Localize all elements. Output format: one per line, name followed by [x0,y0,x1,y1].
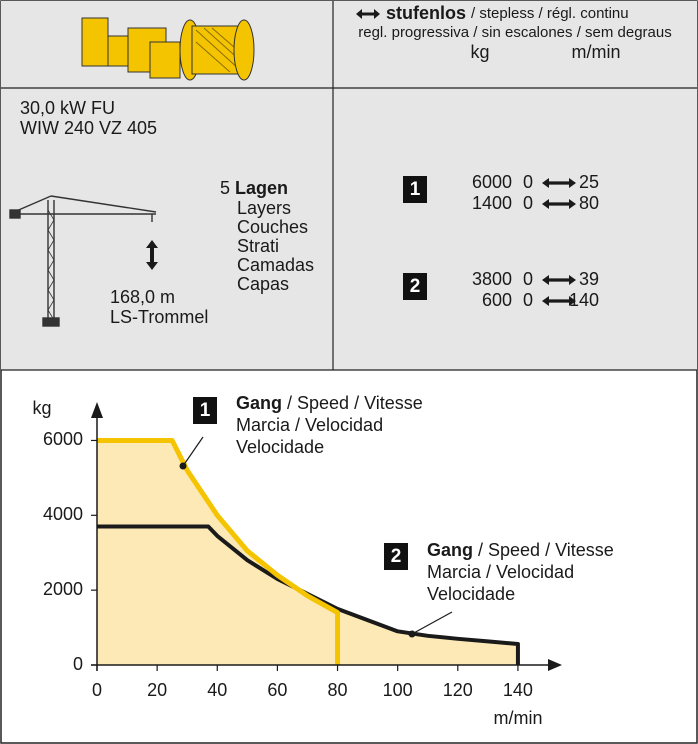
annotation-line: Marcia / Velocidad [427,562,574,582]
badge-number: 1 [410,179,421,200]
rope-length: 168,0 m [110,287,175,307]
y-tick-label: 6000 [43,429,83,449]
cell-bg [333,88,697,370]
x-tick-label: 60 [267,680,287,700]
header-subtitle: regl. progressiva / sin escalones / sem … [358,24,671,41]
unit-speed: m/min [572,42,621,62]
gear-load: 600 [482,290,512,310]
motor-power: 30,0 kW FU [20,98,115,118]
layer-translation: Layers [237,198,291,218]
annotation-label-rest: / Speed / Vitesse [287,393,423,413]
x-tick-label: 80 [328,680,348,700]
x-tick-label: 20 [147,680,167,700]
leader-dot [180,463,187,470]
stepless-label: stufenlos [386,3,466,23]
datasheet: stufenlos / stepless / régl. continu regl… [0,0,698,744]
x-axis-label: m/min [494,708,543,728]
gear-speed-from: 0 [523,290,533,310]
y-tick-label: 2000 [43,579,83,599]
x-tick-label: 140 [503,680,533,700]
layers-label: Lagen [235,178,288,198]
annotation-label-rest: / Speed / Vitesse [478,540,614,560]
layer-translation: Couches [237,217,308,237]
rope-drum: LS-Trommel [110,307,208,327]
gear-speed-to: 39 [579,269,599,289]
x-tick-label: 100 [383,680,413,700]
y-axis-label: kg [32,398,51,418]
annotation-title: Gang/ Speed / Vitesse [236,393,423,413]
gear-load: 6000 [472,172,512,192]
x-tick-label: 120 [443,680,473,700]
annotation-label: Gang [427,540,473,560]
y-tick-label: 4000 [43,504,83,524]
motor-model: WIW 240 VZ 405 [20,118,157,138]
layers-count: 5 [220,178,230,198]
gear-speed-from: 0 [523,269,533,289]
unit-load: kg [470,42,489,62]
layer-translation: Camadas [237,255,314,275]
x-tick-label: 0 [92,680,102,700]
annotation-line: Velocidade [427,584,515,604]
annotation-line: Velocidade [236,437,324,457]
badge-number: 2 [391,546,402,567]
annotation-label: Gang [236,393,282,413]
x-tick-label: 40 [207,680,227,700]
annotation-title: Gang/ Speed / Vitesse [427,540,614,560]
badge-number: 1 [200,400,211,421]
layer-translation: Capas [237,274,289,294]
gear-speed-to: 80 [579,193,599,213]
gear-speed-to: 25 [579,172,599,192]
gear-speed-to: 140 [569,290,599,310]
header-title: stufenlos / stepless / régl. continu [386,3,629,23]
gear-speed-from: 0 [523,172,533,192]
page: { "header": {"stepless": "stufenlos", "s… [0,0,698,744]
layer-translation: Strati [237,236,279,256]
annotation-line: Marcia / Velocidad [236,415,383,435]
stepless-translations: / stepless / régl. continu [471,5,629,22]
gear-speed-from: 0 [523,193,533,213]
leader-dot [409,631,416,638]
gear-load: 3800 [472,269,512,289]
badge-number: 2 [410,276,421,297]
y-tick-label: 0 [73,654,83,674]
gear-load: 1400 [472,193,512,213]
